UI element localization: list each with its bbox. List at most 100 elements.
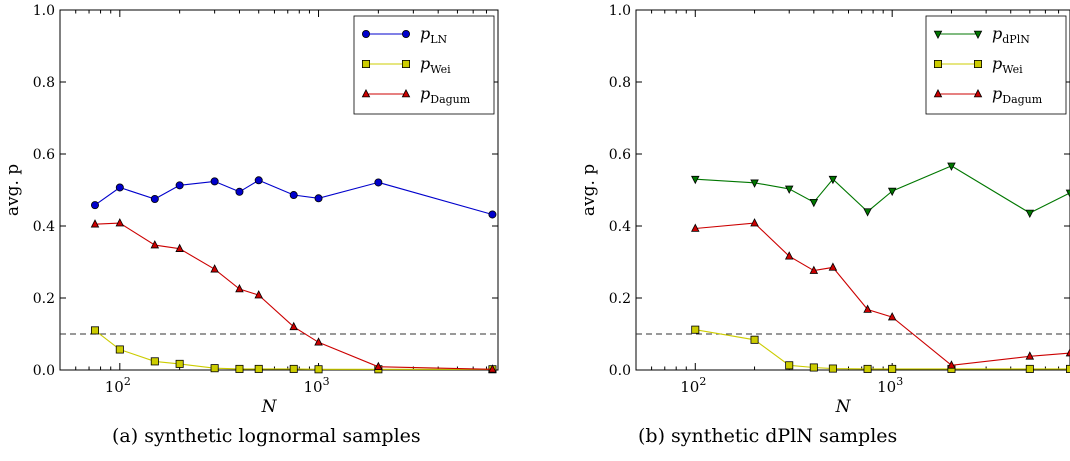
point-b-Dagum-5 [863, 304, 872, 313]
point-b-Wei-3 [809, 363, 818, 372]
series-line-b-dPlN [695, 165, 1070, 214]
legend-entry-b-0: pdPlN [992, 24, 1030, 46]
axes-frame-a [59, 9, 499, 371]
point-b-Wei-4 [828, 364, 837, 373]
legend-marker-start-a-1 [361, 60, 370, 69]
point-a-Wei-7 [289, 364, 298, 373]
caption-a: (a) synthetic lognormal samples [112, 425, 421, 447]
point-b-Dagum-6 [887, 312, 897, 321]
legend-marker-start-b-1 [934, 60, 943, 69]
point-a-LN-1 [115, 183, 124, 192]
point-a-LN-3 [175, 181, 184, 190]
point-a-Dagum-1 [115, 218, 125, 227]
series-line-b-Dagum [695, 222, 1070, 366]
point-b-dPlN-6 [887, 187, 897, 197]
legend-box-a [353, 15, 495, 115]
x-axis-label-b: N [835, 397, 852, 417]
x-axis-label-a: N [261, 397, 278, 417]
point-b-Dagum-4 [828, 262, 838, 271]
axes-frame-b [635, 9, 1070, 371]
point-b-Dagum-3 [809, 265, 819, 274]
legend-marker-end-a-1 [401, 60, 410, 69]
y-tick-label-a-1: 0.2 [33, 291, 55, 307]
caption-b: (b) synthetic dPlN samples [638, 425, 898, 447]
point-a-Dagum-6 [254, 290, 263, 299]
point-a-Wei-4 [210, 364, 219, 373]
legend-entry-a-1: pWei [420, 54, 451, 76]
legend-marker-start-b-0 [933, 30, 943, 40]
y-tick-label-b-2: 0.4 [609, 219, 631, 235]
point-a-LN-8 [314, 194, 323, 203]
legend-marker-end-b-2 [973, 88, 983, 98]
legend-marker-end-b-0 [973, 30, 983, 40]
point-a-Wei-3 [175, 359, 184, 368]
y-axis-label-b: avg. p [579, 164, 599, 216]
point-a-Wei-5 [235, 364, 244, 373]
point-b-dPlN-2 [784, 185, 794, 194]
y-tick-label-a-5: 1.0 [33, 3, 55, 19]
point-a-LN-9 [374, 178, 383, 187]
point-a-Wei-1 [115, 345, 124, 354]
point-b-Dagum-9 [1065, 348, 1070, 357]
y-tick-label-a-0: 0.0 [33, 363, 55, 379]
point-a-Wei-2 [150, 357, 159, 366]
point-a-Wei-6 [254, 364, 263, 373]
point-b-dPlN-0 [691, 175, 700, 185]
point-a-Dagum-8 [314, 337, 323, 346]
point-a-LN-5 [235, 187, 244, 196]
point-a-Dagum-3 [175, 243, 184, 252]
point-a-LN-10 [488, 210, 497, 219]
y-tick-label-a-3: 0.6 [33, 147, 55, 163]
point-b-dPlN-7 [947, 162, 956, 171]
point-b-Wei-5 [863, 364, 872, 373]
point-a-LN-2 [150, 194, 159, 203]
y-tick-label-b-1: 0.2 [609, 291, 631, 307]
point-a-Wei-8 [314, 365, 323, 374]
point-b-Wei-2 [785, 361, 794, 370]
legend-entry-a-2: pDagum [420, 84, 471, 106]
point-a-Dagum-5 [235, 283, 244, 293]
y-tick-label-b-4: 0.8 [609, 75, 631, 91]
point-b-dPlN-9 [1065, 189, 1070, 198]
y-tick-label-b-0: 0.0 [609, 363, 631, 379]
point-a-Dagum-7 [289, 321, 298, 331]
y-tick-label-a-2: 0.4 [33, 219, 55, 235]
point-b-Wei-8 [1025, 364, 1034, 373]
point-b-Wei-0 [691, 325, 700, 334]
point-b-dPlN-3 [809, 198, 819, 208]
x-tick-label-b-1: 103 [877, 375, 903, 396]
x-tick-label-a-0: 102 [105, 375, 131, 396]
legend-marker-start-b-2 [933, 88, 943, 98]
point-b-Wei-9 [1066, 364, 1070, 373]
point-b-Dagum-0 [691, 223, 700, 232]
point-a-LN-7 [289, 191, 298, 200]
point-b-dPlN-8 [1025, 209, 1035, 219]
point-b-Dagum-1 [750, 218, 759, 227]
legend-box-b [925, 15, 1067, 115]
point-a-Dagum-10 [488, 364, 497, 373]
legend-marker-end-b-1 [974, 60, 983, 69]
point-a-LN-4 [210, 177, 219, 186]
point-b-Dagum-2 [784, 251, 794, 260]
x-tick-label-b-0: 102 [680, 375, 706, 396]
y-tick-label-a-4: 0.8 [33, 75, 55, 91]
series-line-b-Wei [695, 329, 1070, 370]
point-b-Dagum-7 [947, 360, 956, 369]
y-tick-label-b-3: 0.6 [609, 147, 631, 163]
point-b-dPlN-1 [750, 179, 759, 188]
point-a-LN-0 [90, 201, 99, 210]
legend-marker-end-a-2 [401, 88, 411, 98]
point-a-Dagum-2 [150, 240, 160, 249]
legend-marker-start-a-0 [361, 29, 370, 38]
point-a-Dagum-0 [90, 219, 100, 228]
y-tick-label-b-5: 1.0 [609, 3, 631, 19]
x-tick-label-a-1: 103 [303, 375, 329, 396]
point-a-Dagum-9 [374, 361, 383, 371]
point-a-LN-6 [254, 176, 263, 185]
y-axis-label-a: avg. p [3, 164, 23, 216]
legend-entry-a-0: pLN [420, 24, 448, 46]
point-b-Wei-6 [888, 364, 897, 373]
